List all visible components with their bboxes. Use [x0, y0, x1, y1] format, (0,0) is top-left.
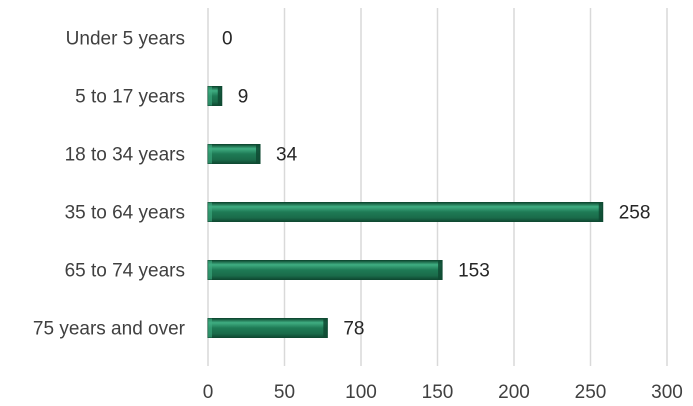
data-label: 34 — [276, 145, 298, 166]
bars — [207, 86, 604, 338]
category-label: 35 to 64 years — [65, 203, 185, 224]
category-label: Under 5 years — [66, 29, 185, 50]
x-tick-label: 250 — [575, 382, 607, 403]
x-tick-label: 150 — [422, 382, 454, 403]
data-label: 0 — [222, 29, 233, 50]
category-label: 65 to 74 years — [65, 261, 185, 282]
x-tick-label: 50 — [274, 382, 295, 403]
category-label: 18 to 34 years — [65, 145, 185, 166]
bar — [207, 144, 261, 164]
bar — [207, 202, 604, 222]
category-label: 75 years and over — [33, 319, 186, 340]
bar — [207, 260, 443, 280]
bar — [207, 318, 328, 338]
category-label: 5 to 17 years — [75, 87, 185, 108]
data-label: 258 — [619, 203, 651, 224]
data-label: 78 — [343, 319, 364, 340]
data-label: 153 — [458, 261, 490, 282]
bar — [207, 86, 223, 106]
data-labels: 0 9 34 258 153 78 — [222, 29, 650, 340]
gridlines — [207, 8, 668, 366]
x-tick-label: 200 — [498, 382, 530, 403]
data-label: 9 — [238, 87, 249, 108]
x-tick-label: 0 — [203, 382, 214, 403]
x-tick-label: 300 — [651, 382, 683, 403]
category-labels: Under 5 years 5 to 17 years 18 to 34 years… — [33, 29, 186, 340]
x-axis-ticks: 0 50 100 150 200 250 300 — [203, 382, 683, 403]
x-tick-label: 100 — [345, 382, 377, 403]
